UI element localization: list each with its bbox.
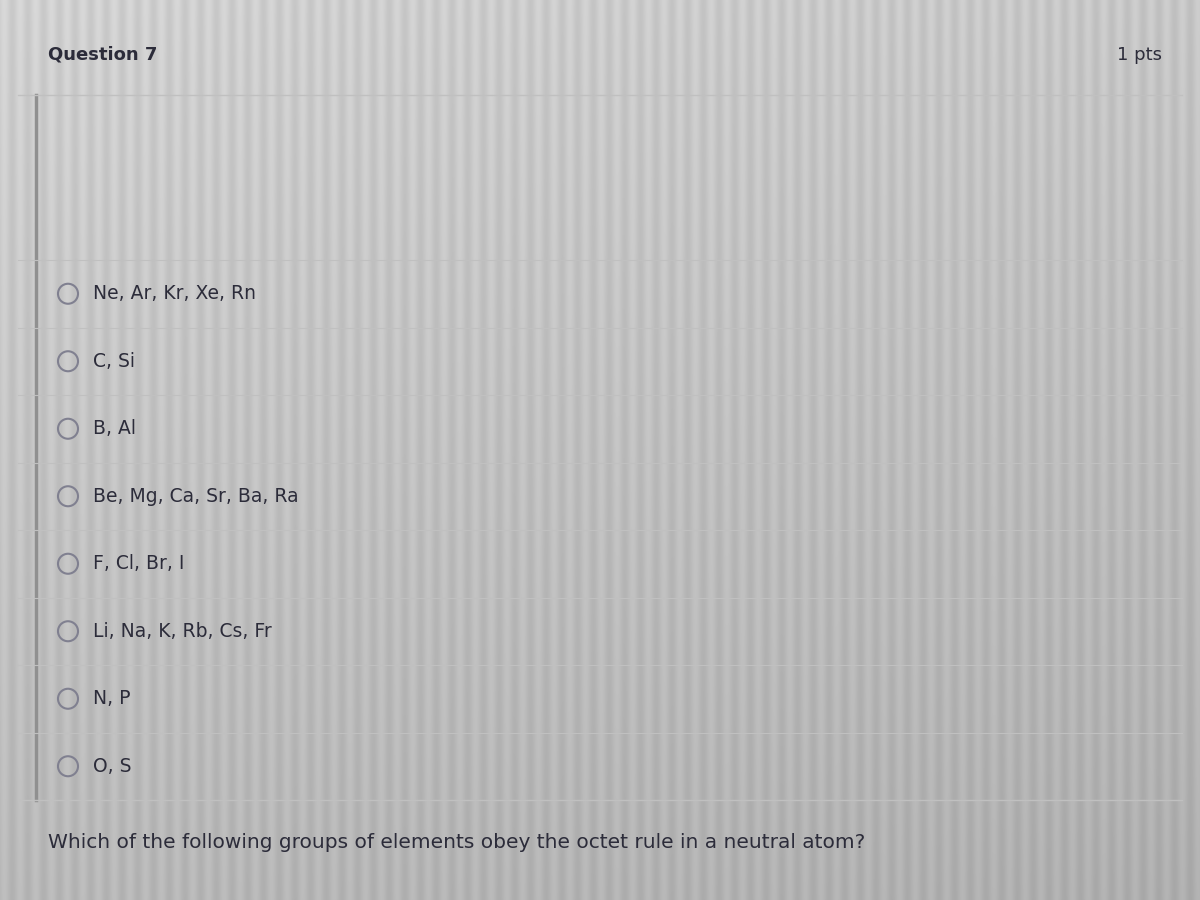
Text: Question 7: Question 7	[48, 46, 157, 64]
Text: Be, Mg, Ca, Sr, Ba, Ra: Be, Mg, Ca, Sr, Ba, Ra	[94, 487, 299, 506]
Text: N, P: N, P	[94, 689, 131, 708]
Text: Li, Na, K, Rb, Cs, Fr: Li, Na, K, Rb, Cs, Fr	[94, 622, 271, 641]
Text: O, S: O, S	[94, 757, 132, 776]
Text: C, Si: C, Si	[94, 352, 134, 371]
Text: Which of the following groups of elements obey the octet rule in a neutral atom?: Which of the following groups of element…	[48, 833, 865, 852]
Text: 1 pts: 1 pts	[1117, 46, 1162, 64]
Text: Ne, Ar, Kr, Xe, Rn: Ne, Ar, Kr, Xe, Rn	[94, 284, 256, 303]
Text: B, Al: B, Al	[94, 419, 136, 438]
Text: F, Cl, Br, I: F, Cl, Br, I	[94, 554, 185, 573]
